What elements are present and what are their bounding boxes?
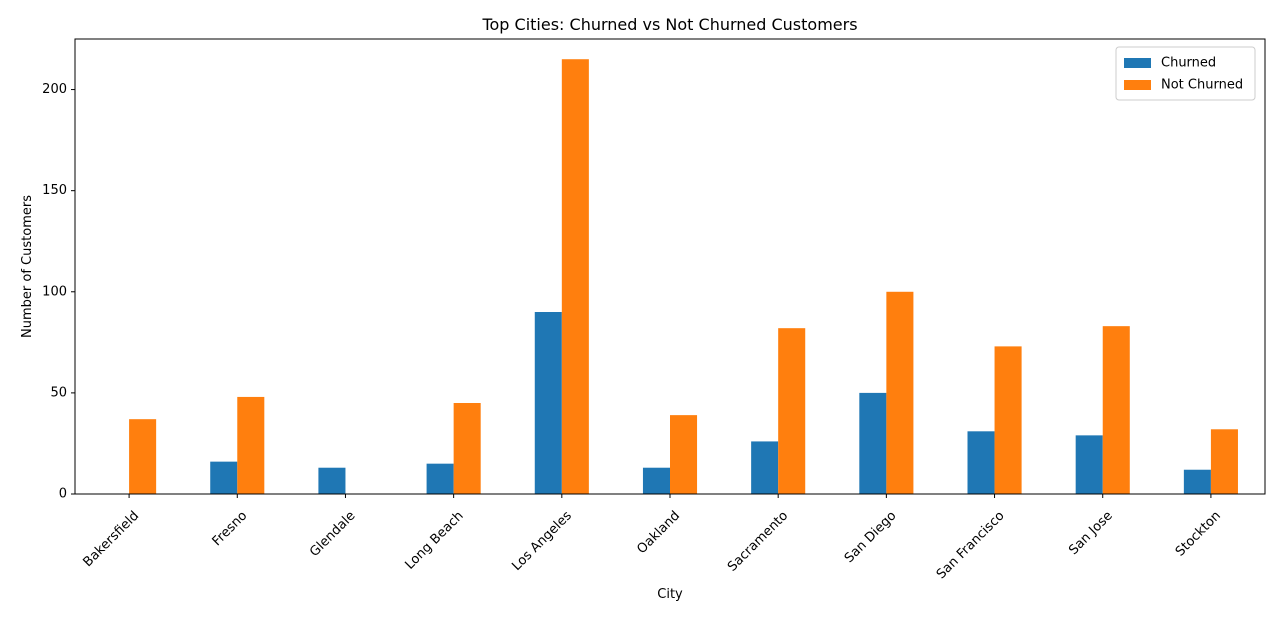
y-tick-label: 150 (42, 183, 67, 198)
legend: Churned Not Churned (1115, 46, 1256, 101)
y-tick-label: 200 (42, 82, 67, 97)
legend-swatch (1124, 58, 1151, 68)
bar-churned-glendale (318, 467, 346, 494)
bar-churned-oakland (642, 467, 670, 494)
bar-not-churned-stockton (1210, 429, 1238, 494)
x-axis-label: City (657, 587, 683, 602)
y-tick-label: 100 (42, 284, 67, 299)
bar-churned-sacramento (751, 441, 779, 494)
chart-title: Top Cities: Churned vs Not Churned Custo… (481, 15, 857, 34)
bar-not-churned-oakland (670, 415, 698, 494)
plot-frame (74, 38, 1266, 495)
bar-not-churned-san-jose (1102, 326, 1130, 494)
bar-churned-los-angeles (534, 312, 562, 494)
y-axis-ticks: 0 50 100 150 200 (42, 82, 75, 502)
bar-not-churned-sacramento (778, 328, 806, 494)
bar-churned-stockton (1183, 469, 1211, 494)
y-tick-label: 0 (59, 487, 67, 502)
bar-churned-san-jose (1075, 435, 1103, 494)
y-tick-label: 50 (50, 385, 67, 400)
bar-not-churned-long-beach (453, 403, 481, 494)
y-axis-label: Number of Customers (20, 195, 35, 338)
bar-churned-long-beach (426, 463, 454, 494)
legend-label: Not Churned (1161, 78, 1243, 93)
legend-swatch (1124, 80, 1151, 90)
legend-label: Churned (1161, 56, 1216, 71)
bar-not-churned-san-diego (886, 291, 914, 494)
bar-churned-san-francisco (967, 431, 995, 494)
bars (129, 59, 1238, 494)
bar-churned-san-diego (859, 392, 887, 494)
bar-not-churned-fresno (237, 396, 265, 494)
bar-churned-fresno (210, 461, 238, 494)
bar-not-churned-bakersfield (129, 419, 157, 494)
bar-not-churned-los-angeles (561, 59, 589, 494)
bar-not-churned-san-francisco (994, 346, 1022, 494)
